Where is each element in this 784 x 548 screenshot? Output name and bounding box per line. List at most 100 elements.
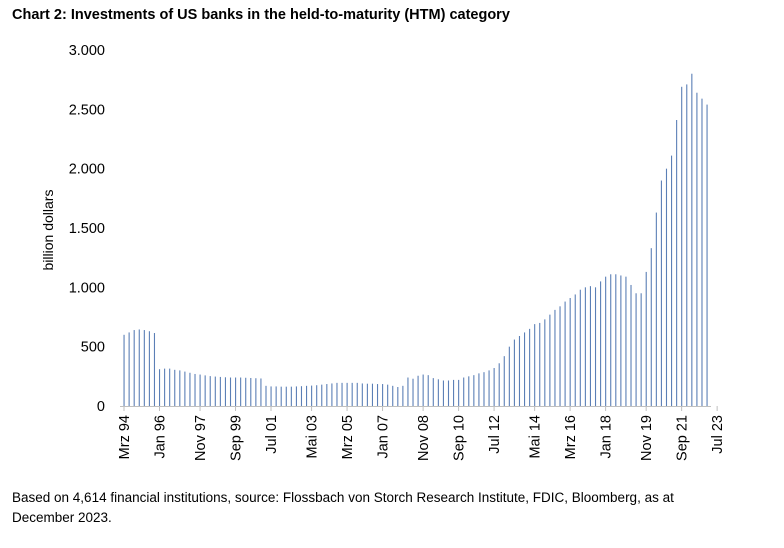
- bar: [123, 334, 125, 406]
- bar: [665, 168, 668, 406]
- bar: [189, 372, 191, 406]
- bar: [681, 86, 683, 406]
- bar: [402, 385, 404, 406]
- bar: [432, 378, 434, 406]
- bar: [346, 382, 348, 406]
- x-tick-label: Jul 01: [264, 415, 280, 454]
- bar: [392, 385, 394, 406]
- bar: [341, 382, 343, 406]
- bar: [544, 319, 546, 406]
- x-tick-label: Mai 03: [305, 415, 321, 459]
- bar: [331, 383, 333, 406]
- bar: [199, 374, 201, 406]
- bar: [620, 275, 622, 406]
- y-tick-label: 1.500: [69, 221, 105, 237]
- bar: [306, 385, 308, 406]
- bar: [458, 379, 460, 406]
- bar: [630, 284, 632, 406]
- bar: [219, 376, 221, 406]
- bar: [169, 368, 171, 406]
- x-tick-label: Nov 97: [193, 415, 209, 461]
- chart-title: Chart 2: Investments of US banks in the …: [12, 7, 510, 23]
- bar: [508, 346, 510, 406]
- bar: [539, 322, 541, 406]
- bar: [635, 293, 637, 406]
- bar: [498, 363, 500, 406]
- bar: [503, 356, 505, 406]
- bar: [615, 274, 617, 406]
- bar: [518, 335, 521, 406]
- x-tick-label: Nov 19: [639, 415, 655, 461]
- bar: [280, 386, 282, 406]
- bar: [645, 271, 647, 406]
- bar: [534, 324, 536, 406]
- bar: [128, 332, 130, 406]
- bar: [371, 383, 374, 406]
- bar: [290, 386, 292, 406]
- bar: [412, 378, 414, 406]
- y-tick-label: 3.000: [69, 43, 105, 59]
- y-tick-label: 2.500: [69, 102, 105, 118]
- bar: [463, 377, 465, 406]
- bar: [158, 369, 161, 406]
- x-tick-label: Jan 96: [152, 415, 168, 459]
- bar: [584, 287, 586, 406]
- bar: [529, 328, 531, 406]
- bar: [143, 330, 145, 406]
- source-note: Based on 4,614 financial institutions, s…: [12, 490, 674, 525]
- bar: [600, 281, 602, 406]
- bar: [655, 212, 657, 406]
- bar: [265, 385, 267, 406]
- bar: [387, 384, 389, 406]
- x-tick-label: Nov 08: [416, 415, 432, 461]
- x-tick-label: Mrz 05: [340, 415, 356, 459]
- bar: [671, 155, 673, 406]
- bar: [164, 368, 166, 406]
- bar: [361, 383, 363, 406]
- bar: [579, 289, 581, 406]
- x-tick-label: Jan 18: [599, 415, 615, 459]
- bar: [184, 371, 186, 406]
- bar: [605, 276, 607, 406]
- x-axis-ticks: Mrz 94 Jan 96 Nov 97 Sep 99 Jul 01 Mai 03 Mrz …: [117, 406, 726, 461]
- y-tick-label: 2.000: [69, 162, 105, 178]
- bar: [417, 375, 419, 406]
- x-tick-label: Jan 07: [376, 415, 392, 459]
- bar: [148, 331, 150, 406]
- x-tick-label: Mrz 94: [117, 415, 133, 459]
- bar: [696, 92, 698, 406]
- bar: [589, 286, 591, 406]
- bar: [174, 369, 176, 406]
- bar: [366, 383, 368, 406]
- bar: [204, 375, 206, 406]
- bar: [209, 376, 211, 406]
- y-tick-label: 0: [97, 399, 105, 415]
- bar: [382, 384, 384, 406]
- bar: [179, 370, 181, 406]
- bar: [468, 376, 470, 406]
- bar: [447, 380, 450, 406]
- bar: [564, 301, 566, 406]
- bar: [442, 380, 444, 406]
- bar: [260, 378, 262, 406]
- bar: [235, 377, 237, 406]
- bar: [559, 306, 561, 406]
- bar: [326, 384, 328, 406]
- bar: [336, 382, 338, 406]
- bar: [229, 377, 232, 406]
- y-tick-label: 1.000: [69, 280, 105, 296]
- bar: [513, 339, 515, 406]
- bar: [311, 385, 313, 406]
- bar: [407, 377, 409, 406]
- bar: [686, 84, 688, 406]
- bar: [625, 276, 627, 406]
- bar: [574, 294, 576, 406]
- bar: [397, 387, 399, 406]
- bar: [356, 382, 358, 406]
- y-tick-label: 500: [81, 340, 105, 356]
- y-axis-ticks: 3.000 2.500 2.000 1.500 1.000 500 0: [69, 43, 105, 415]
- bar: [473, 375, 475, 406]
- bar: [422, 374, 424, 406]
- bar: [478, 373, 480, 406]
